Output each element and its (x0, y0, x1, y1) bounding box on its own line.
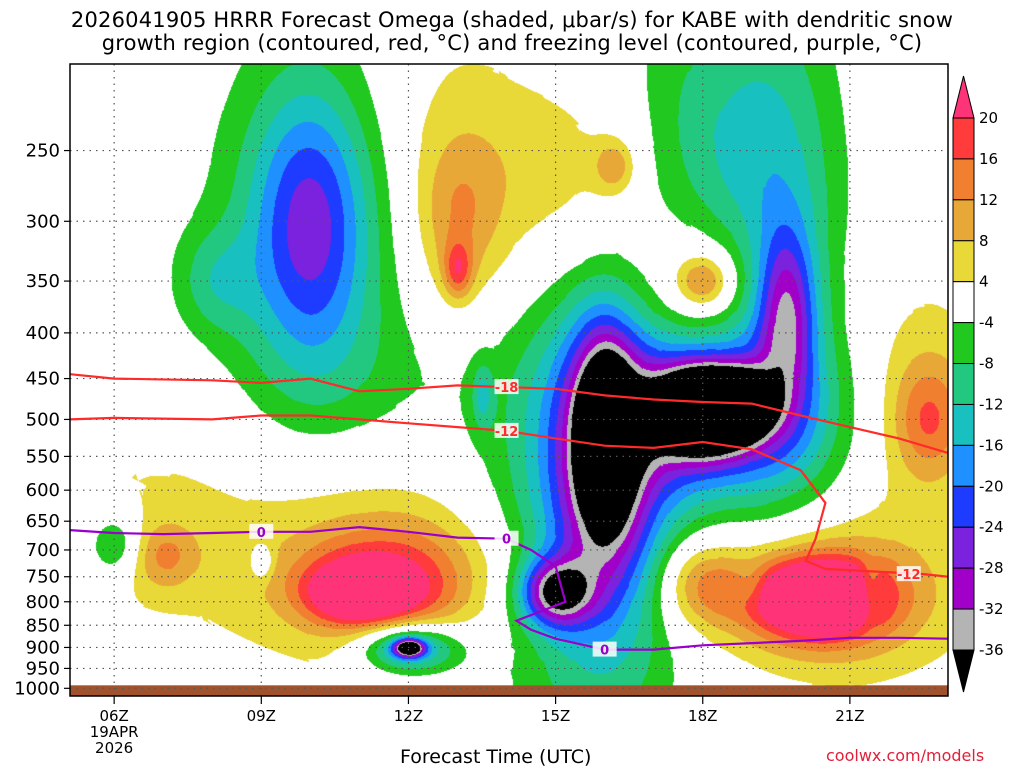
y-tick-label-900: 900 (26, 637, 60, 658)
y-tick-label-750: 750 (26, 567, 60, 588)
colorbar-box-3 (952, 199, 975, 242)
x-tick-label-15Z: 15Z (541, 707, 570, 725)
chart-title-line-1: 2026041905 HRRR Forecast Omega (shaded, … (70, 8, 954, 32)
credit-link[interactable]: coolwx.com/models (826, 746, 985, 765)
freezing-label-2: 0 (502, 533, 511, 548)
y-tick-label-600: 600 (26, 480, 60, 501)
dendritic-contour-1 (69, 373, 949, 454)
colorbar-box-10 (952, 485, 975, 528)
dendritic-label-1-bg (494, 379, 519, 395)
freezing-label-1: 0 (257, 526, 266, 541)
y-tick-label-350: 350 (26, 271, 60, 292)
y-tick-label-850: 850 (26, 615, 60, 636)
colorbar-box-13 (952, 608, 975, 651)
freezing-label-2-bg (494, 530, 519, 546)
colorbar-label-12: -32 (979, 600, 1004, 618)
y-tick-label-400: 400 (26, 323, 60, 344)
dendritic-contour-2 (69, 414, 949, 578)
colorbar: 20 16 12 8 4 -4 -8 -12 -16 -20 -24 -28 -32 -36 (952, 75, 1004, 693)
grid-lines (70, 64, 948, 696)
colorbar-box-11 (952, 526, 975, 569)
y-tick-label-300: 300 (26, 211, 60, 232)
colorbar-label-8: -16 (979, 436, 1004, 454)
colorbar-label-2: 12 (979, 191, 998, 209)
dendritic-label-2: -12 (495, 425, 519, 440)
y-tick-label-250: 250 (26, 141, 60, 162)
date-label-day: 19APR (90, 723, 139, 741)
colorbar-label-10: -24 (979, 518, 1004, 536)
freezing-label-3: 0 (600, 644, 609, 659)
x-axis-label: Forecast Time (UTC) (400, 746, 592, 768)
colorbar-label-4: 4 (979, 273, 989, 291)
colorbar-label-0: 20 (979, 109, 998, 127)
colorbar-box-7 (952, 363, 975, 405)
colorbar-box-12 (952, 567, 975, 610)
y-tick-label-500: 500 (26, 409, 60, 430)
y-tick-label-800: 800 (26, 592, 60, 613)
colorbar-box-6 (952, 322, 975, 365)
axes: 2503003504004505005506006507007508008509… (14, 63, 949, 757)
dendritic-label-3-bg (896, 566, 921, 582)
plot-frame (69, 63, 949, 697)
freezing-label-1-bg (249, 523, 274, 539)
colorbar-box-2 (952, 158, 975, 201)
x-tick-label-18Z: 18Z (688, 707, 717, 725)
ground-surface (70, 685, 948, 696)
y-tick-label-700: 700 (26, 540, 60, 561)
x-tick-label-12Z: 12Z (394, 707, 423, 725)
y-tick-label-950: 950 (26, 658, 60, 679)
y-tick-label-550: 550 (26, 446, 60, 467)
colorbar-label-9: -20 (979, 477, 1004, 495)
colorbar-box-8 (952, 403, 975, 446)
dendritic-label-1: -18 (495, 381, 519, 396)
dendritic-label-2-bg (494, 422, 519, 438)
dendritic-label-3: -12 (897, 568, 921, 583)
colorbar-bottom-arrow (952, 649, 975, 693)
date-label-year: 2026 (95, 739, 133, 757)
chart-title-line-2: growth region (contoured, red, °C) and f… (101, 31, 923, 55)
colorbar-label-11: -28 (979, 559, 1004, 577)
colorbar-box-9 (952, 444, 975, 487)
colorbar-label-13: -36 (979, 641, 1004, 659)
colorbar-label-6: -8 (979, 355, 994, 373)
contour-layer: -18 -12 -12 0 0 0 (69, 373, 949, 659)
freezing-label-3-bg (592, 641, 617, 657)
colorbar-label-5: -4 (979, 314, 994, 332)
x-tick-label-21Z: 21Z (835, 707, 864, 725)
colorbar-label-3: 8 (979, 232, 989, 250)
colorbar-box-5 (952, 281, 975, 324)
colorbar-label-1: 16 (979, 150, 998, 168)
y-tick-label-1000: 1000 (14, 678, 60, 699)
colorbar-box-1 (952, 117, 975, 160)
x-tick-label-06Z: 06Z (99, 707, 128, 725)
y-tick-label-450: 450 (26, 369, 60, 390)
colorbar-box-4 (952, 240, 975, 283)
colorbar-top-arrow (952, 75, 975, 119)
colorbar-label-7: -12 (979, 395, 1004, 413)
y-tick-label-650: 650 (26, 511, 60, 532)
x-tick-label-09Z: 09Z (247, 707, 276, 725)
